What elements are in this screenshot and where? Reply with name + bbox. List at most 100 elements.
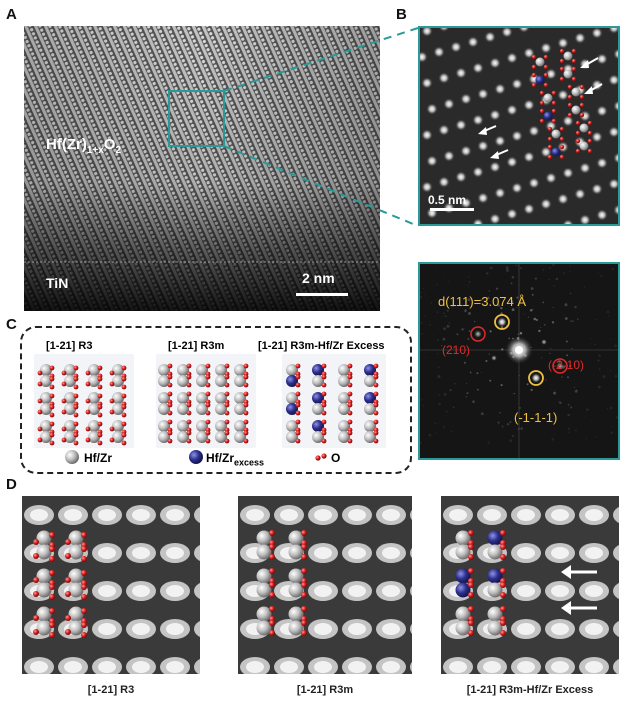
oxygen-atom: [559, 58, 565, 64]
oxygen-atom: [97, 440, 103, 446]
atom-column: [472, 114, 484, 126]
fft-noise-speck: [553, 432, 555, 434]
atom-column: [494, 187, 506, 199]
oxygen-atom: [186, 430, 192, 436]
fft-noise-speck: [454, 383, 456, 385]
fft-noise-speck: [533, 317, 537, 321]
atom-column: [489, 109, 501, 121]
metal-atom: [112, 364, 124, 376]
fft-noise-speck: [608, 315, 610, 317]
oxygen-atom: [301, 568, 307, 574]
atom-column: [574, 188, 586, 200]
fft-noise-speck: [420, 332, 423, 335]
fft-noise-speck: [511, 308, 515, 312]
oxygen-atom: [539, 100, 545, 106]
oxygen-atom: [347, 382, 353, 388]
metal-atom: [36, 544, 52, 560]
fft-noise-speck: [428, 433, 432, 437]
fft-noise-speck: [568, 431, 571, 434]
metal-atom: [64, 392, 76, 404]
oxygen-atom: [121, 384, 127, 390]
oxygen-atom: [321, 419, 327, 425]
oxygen-atom: [243, 374, 249, 380]
atom-column: [460, 145, 472, 157]
fft-noise-speck: [544, 324, 546, 326]
atom-column: [523, 151, 535, 163]
oxygen-atom: [559, 136, 565, 142]
metal-atom: [286, 364, 298, 376]
fft-noise-speck: [487, 296, 490, 300]
fft-noise-speck: [433, 333, 435, 335]
atom-column: [613, 152, 618, 164]
fft-noise-speck: [485, 359, 488, 362]
oxygen-atom: [121, 412, 127, 418]
metal-atom: [234, 431, 246, 443]
fft-noise-speck: [463, 361, 466, 364]
fft-noise-speck: [531, 293, 534, 296]
metal-atom: [487, 544, 503, 560]
fft-noise-speck: [615, 416, 618, 419]
oxygen-atom: [97, 393, 103, 399]
oxygen-atom: [347, 391, 353, 397]
metal-atom: [338, 403, 350, 415]
metal-atom: [288, 530, 304, 546]
metal-atom: [286, 431, 298, 443]
fft-noise-speck: [450, 430, 453, 433]
fft-noise-speck: [420, 321, 423, 324]
oxygen-atom: [567, 94, 573, 100]
metal-atom: [455, 544, 471, 560]
fft-noise-speck: [567, 403, 570, 406]
metal-atom: [571, 87, 581, 97]
fft-noise-speck: [437, 321, 439, 322]
atom-column: [591, 28, 603, 39]
fft-noise-speck: [509, 421, 512, 424]
panel-d-caption-r3: [1-21] R3: [87, 684, 135, 696]
fft-noise-speck: [573, 386, 575, 388]
metal-atom: [64, 403, 76, 415]
oxygen-atom: [531, 72, 537, 78]
fft-noise-speck: [583, 286, 586, 289]
oxygen-atom: [301, 592, 307, 598]
atom-column: [438, 72, 450, 84]
atom-column: [489, 161, 501, 173]
fft-noise-speck: [452, 305, 455, 308]
panel-d-caption-r3m-excess: [1-21] R3m-Hf/Zr Excess: [466, 684, 594, 696]
fft-noise-speck: [438, 394, 440, 396]
fft-pattern-image: [418, 262, 620, 460]
metal-atom: [177, 403, 189, 415]
atom-column: [420, 162, 421, 170]
atom-column: [557, 193, 569, 205]
fft-noise-speck: [538, 329, 541, 333]
fft-noise-speck: [437, 339, 439, 341]
metal-atom: [455, 620, 471, 636]
fft-noise-speck: [567, 413, 570, 417]
fft-noise-speck: [614, 338, 616, 341]
oxygen-atom: [61, 437, 67, 443]
metal-atom: [364, 431, 376, 443]
oxygen-atom: [49, 365, 55, 371]
fft-noise-speck: [489, 330, 492, 333]
oxygen-atom: [269, 554, 275, 560]
fft-noise-speck: [501, 425, 504, 428]
oxygen-atom: [539, 108, 545, 114]
oxygen-atom: [73, 440, 79, 446]
oxygen-atom: [321, 402, 327, 408]
metal-atom: [196, 403, 208, 415]
white-arrows: [478, 57, 603, 159]
oxygen-atom: [49, 594, 55, 600]
zoom-region-box: [168, 90, 225, 147]
atom-column: [420, 110, 421, 118]
oxygen-atom: [97, 412, 103, 418]
oxygen-atom: [571, 48, 577, 54]
atom-column: [477, 140, 489, 152]
metal-atom: [215, 364, 227, 376]
metal-atom: [196, 375, 208, 387]
fft-noise-speck: [550, 347, 552, 349]
oxygen-atom: [551, 108, 557, 114]
oxygen-atom: [575, 120, 581, 126]
oxygen-atom: [539, 118, 545, 124]
fft-noise-speck: [488, 290, 491, 292]
legend-excess-icon: [189, 450, 203, 464]
fft-noise-speck: [601, 271, 603, 273]
fft-noise-speck: [552, 264, 555, 266]
